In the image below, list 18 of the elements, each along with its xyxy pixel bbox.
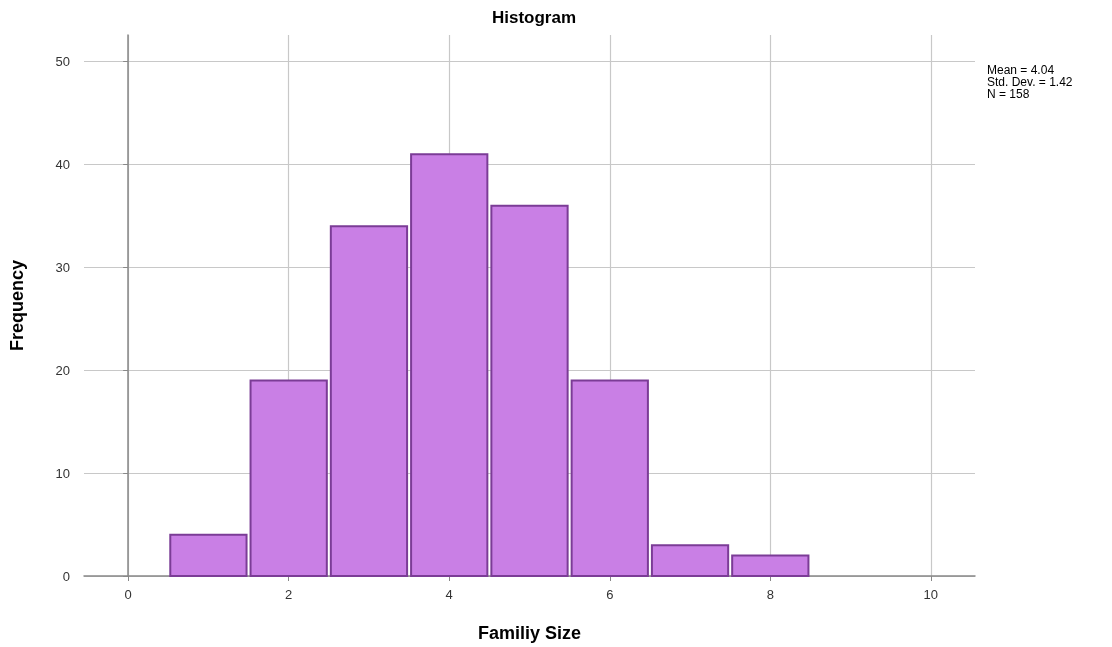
x-axis-title: Familiy Size bbox=[477, 623, 582, 643]
y-tick-label: 0 bbox=[62, 568, 70, 584]
x-tick-label: 4 bbox=[445, 587, 453, 602]
x-tick-label: 6 bbox=[606, 587, 614, 602]
x-tick-label: 0 bbox=[124, 587, 132, 602]
y-tick-label: 30 bbox=[55, 259, 70, 275]
y-tick-label: 20 bbox=[55, 362, 70, 378]
y-axis-title: Frequency bbox=[7, 259, 27, 352]
x-tick-label: 8 bbox=[766, 587, 774, 602]
x-tick-label: 10 bbox=[923, 587, 939, 602]
text: N = 158 bbox=[987, 87, 1030, 101]
chart-title: Histogram bbox=[491, 8, 577, 27]
y-tick-label: 50 bbox=[55, 54, 70, 70]
y-tick-label: 40 bbox=[55, 157, 70, 173]
x-tick-label: 2 bbox=[285, 587, 293, 602]
y-tick-label: 10 bbox=[55, 465, 70, 481]
text: Std. Dev. = 1.42 bbox=[987, 75, 1073, 89]
text: Mean = 4.04 bbox=[987, 63, 1055, 77]
